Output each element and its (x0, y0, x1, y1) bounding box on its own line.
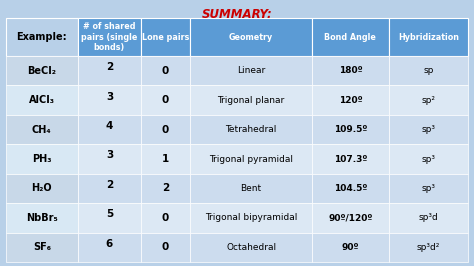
Bar (312, 115, 389, 144)
Bar (312, 85, 389, 115)
Text: # of shared
pairs (single
bonds): # of shared pairs (single bonds) (82, 22, 137, 52)
Text: sp³d: sp³d (419, 213, 438, 222)
Text: Bond Angle: Bond Angle (325, 32, 376, 41)
Bar (190, 144, 312, 174)
Bar (312, 18, 389, 56)
Text: H₂O: H₂O (31, 184, 52, 193)
Text: PH₃: PH₃ (32, 154, 52, 164)
Bar (389, 174, 468, 203)
Text: 5: 5 (106, 209, 113, 219)
Text: Trigonal bipyramidal: Trigonal bipyramidal (205, 213, 297, 222)
Text: 0: 0 (162, 242, 169, 252)
Bar (141, 18, 190, 56)
Text: Hybridization: Hybridization (398, 32, 459, 41)
Text: sp³: sp³ (421, 184, 435, 193)
Text: 107.3º: 107.3º (334, 155, 367, 164)
Bar (190, 232, 312, 262)
Bar (389, 203, 468, 232)
Text: CH₄: CH₄ (32, 124, 52, 135)
Text: Linear: Linear (237, 66, 265, 75)
Text: sp³d²: sp³d² (417, 243, 440, 252)
Text: 90º/120º: 90º/120º (328, 213, 373, 222)
Bar (190, 203, 312, 232)
Text: 104.5º: 104.5º (334, 184, 367, 193)
Text: 0: 0 (162, 124, 169, 135)
Text: 0: 0 (162, 213, 169, 223)
Bar (190, 115, 312, 144)
Bar (389, 115, 468, 144)
Bar (6, 115, 78, 144)
Text: 1: 1 (162, 154, 169, 164)
Bar (78, 115, 141, 144)
Text: sp: sp (423, 66, 433, 75)
Bar (389, 85, 468, 115)
Text: 0: 0 (162, 95, 169, 105)
Bar (78, 56, 141, 85)
Text: Example:: Example: (17, 32, 67, 42)
Bar (141, 56, 190, 85)
Bar (6, 18, 78, 56)
Text: 120º: 120º (338, 96, 362, 105)
Bar (6, 174, 78, 203)
Bar (190, 174, 312, 203)
Text: 0: 0 (162, 66, 169, 76)
Text: 3: 3 (106, 151, 113, 160)
Bar (6, 85, 78, 115)
Bar (78, 85, 141, 115)
Bar (6, 203, 78, 232)
Text: Octahedral: Octahedral (226, 243, 276, 252)
Text: sp³: sp³ (421, 155, 435, 164)
Bar (78, 232, 141, 262)
Bar (312, 174, 389, 203)
Bar (6, 232, 78, 262)
Text: 2: 2 (162, 184, 169, 193)
Bar (389, 56, 468, 85)
Bar (78, 174, 141, 203)
Text: 109.5º: 109.5º (334, 125, 367, 134)
Bar (190, 18, 312, 56)
Bar (6, 144, 78, 174)
Bar (389, 232, 468, 262)
Bar (190, 56, 312, 85)
Bar (312, 232, 389, 262)
Bar (141, 85, 190, 115)
Bar (389, 18, 468, 56)
Text: Trigonal planar: Trigonal planar (218, 96, 285, 105)
Bar (141, 144, 190, 174)
Text: Trigonal pyramidal: Trigonal pyramidal (209, 155, 293, 164)
Bar (190, 85, 312, 115)
Text: 90º: 90º (342, 243, 359, 252)
Bar (389, 144, 468, 174)
Text: NbBr₅: NbBr₅ (26, 213, 58, 223)
Text: 180º: 180º (338, 66, 362, 75)
Bar (312, 203, 389, 232)
Bar (6, 56, 78, 85)
Bar (141, 203, 190, 232)
Bar (312, 144, 389, 174)
Text: 2: 2 (106, 62, 113, 72)
Bar (141, 174, 190, 203)
Bar (78, 203, 141, 232)
Text: SUMMARY:: SUMMARY: (201, 8, 273, 21)
Text: sp²: sp² (421, 96, 435, 105)
Text: Tetrahedral: Tetrahedral (226, 125, 277, 134)
Text: 6: 6 (106, 239, 113, 249)
Bar (78, 144, 141, 174)
Bar (312, 56, 389, 85)
Text: 2: 2 (106, 180, 113, 190)
Text: Geometry: Geometry (229, 32, 273, 41)
Text: BeCl₂: BeCl₂ (27, 66, 56, 76)
Text: AlCl₃: AlCl₃ (29, 95, 55, 105)
Text: 4: 4 (106, 121, 113, 131)
Bar (141, 232, 190, 262)
Bar (141, 115, 190, 144)
Text: Lone pairs: Lone pairs (142, 32, 189, 41)
Bar (78, 18, 141, 56)
Text: Bent: Bent (240, 184, 262, 193)
Text: 3: 3 (106, 92, 113, 102)
Text: SF₆: SF₆ (33, 242, 51, 252)
Text: sp³: sp³ (421, 125, 435, 134)
